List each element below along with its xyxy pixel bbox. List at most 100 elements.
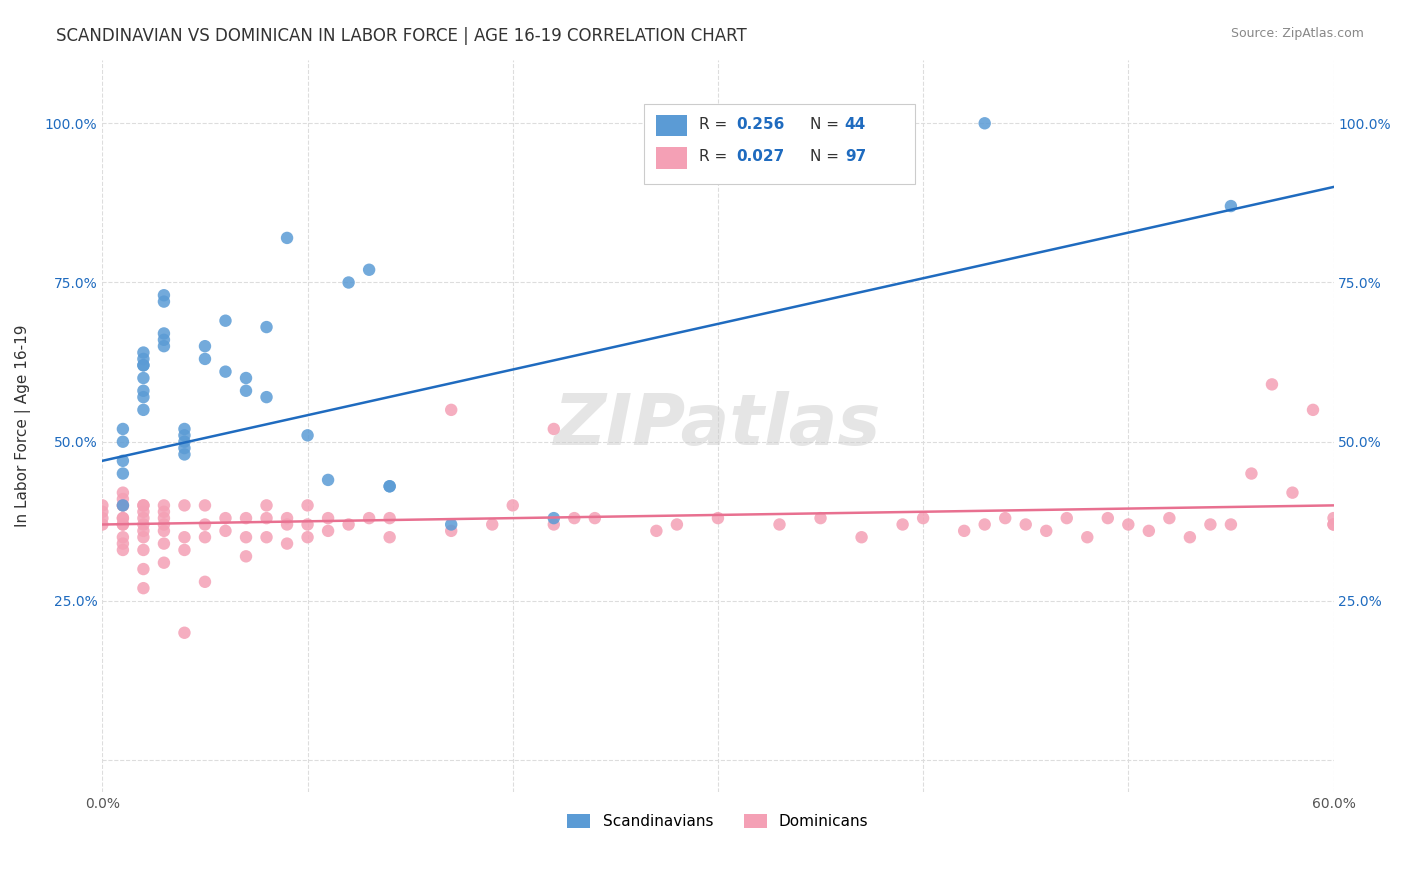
Scandinavians bbox=[153, 288, 176, 302]
Scandinavians bbox=[132, 402, 155, 417]
Dominicans bbox=[1178, 530, 1201, 544]
Scandinavians bbox=[132, 359, 155, 373]
Dominicans bbox=[153, 511, 176, 525]
Scandinavians bbox=[810, 116, 832, 130]
Dominicans bbox=[91, 517, 114, 532]
Dominicans bbox=[194, 517, 217, 532]
Dominicans bbox=[1281, 485, 1303, 500]
Scandinavians bbox=[194, 339, 217, 353]
Scandinavians bbox=[132, 371, 155, 385]
Dominicans bbox=[173, 543, 195, 558]
Dominicans bbox=[173, 625, 195, 640]
Dominicans bbox=[153, 556, 176, 570]
Scandinavians bbox=[337, 276, 360, 290]
Dominicans bbox=[1322, 517, 1344, 532]
Dominicans bbox=[543, 422, 565, 436]
Scandinavians bbox=[153, 294, 176, 309]
Scandinavians bbox=[440, 517, 463, 532]
Scandinavians bbox=[132, 359, 155, 373]
Dominicans bbox=[111, 517, 134, 532]
Dominicans bbox=[132, 543, 155, 558]
Text: 97: 97 bbox=[845, 149, 866, 164]
Scandinavians bbox=[132, 351, 155, 366]
Text: N =: N = bbox=[810, 117, 844, 131]
Dominicans bbox=[440, 402, 463, 417]
Dominicans bbox=[297, 530, 319, 544]
Dominicans bbox=[316, 511, 339, 525]
Scandinavians bbox=[132, 390, 155, 404]
Dominicans bbox=[91, 511, 114, 525]
Dominicans bbox=[194, 499, 217, 513]
Dominicans bbox=[337, 517, 360, 532]
Dominicans bbox=[276, 536, 298, 550]
Scandinavians bbox=[111, 499, 134, 513]
Scandinavians bbox=[194, 351, 217, 366]
Scandinavians bbox=[214, 314, 236, 328]
FancyBboxPatch shape bbox=[657, 147, 688, 169]
Scandinavians bbox=[153, 326, 176, 341]
Dominicans bbox=[1219, 517, 1241, 532]
Dominicans bbox=[111, 511, 134, 525]
Scandinavians bbox=[378, 479, 401, 493]
Text: Source: ZipAtlas.com: Source: ZipAtlas.com bbox=[1230, 27, 1364, 40]
Dominicans bbox=[1015, 517, 1038, 532]
Dominicans bbox=[153, 517, 176, 532]
Dominicans bbox=[1076, 530, 1098, 544]
Dominicans bbox=[132, 524, 155, 538]
Dominicans bbox=[1097, 511, 1119, 525]
Dominicans bbox=[912, 511, 935, 525]
Dominicans bbox=[1056, 511, 1078, 525]
Scandinavians bbox=[111, 422, 134, 436]
Text: SCANDINAVIAN VS DOMINICAN IN LABOR FORCE | AGE 16-19 CORRELATION CHART: SCANDINAVIAN VS DOMINICAN IN LABOR FORCE… bbox=[56, 27, 747, 45]
Dominicans bbox=[1322, 517, 1344, 532]
Dominicans bbox=[153, 536, 176, 550]
Dominicans bbox=[132, 562, 155, 576]
Dominicans bbox=[378, 511, 401, 525]
Dominicans bbox=[502, 499, 524, 513]
Dominicans bbox=[91, 499, 114, 513]
Dominicans bbox=[768, 517, 790, 532]
Text: N =: N = bbox=[810, 149, 844, 164]
Scandinavians bbox=[173, 422, 195, 436]
Dominicans bbox=[953, 524, 976, 538]
Scandinavians bbox=[973, 116, 995, 130]
Scandinavians bbox=[359, 262, 381, 277]
Scandinavians bbox=[543, 511, 565, 525]
Dominicans bbox=[214, 524, 236, 538]
Dominicans bbox=[1118, 517, 1140, 532]
Dominicans bbox=[111, 543, 134, 558]
Dominicans bbox=[256, 499, 278, 513]
Dominicans bbox=[1035, 524, 1057, 538]
Text: 44: 44 bbox=[845, 117, 866, 131]
Scandinavians bbox=[235, 371, 257, 385]
Dominicans bbox=[111, 511, 134, 525]
Dominicans bbox=[173, 530, 195, 544]
Dominicans bbox=[1199, 517, 1222, 532]
Scandinavians bbox=[111, 434, 134, 449]
Dominicans bbox=[132, 505, 155, 519]
Scandinavians bbox=[173, 434, 195, 449]
Dominicans bbox=[256, 511, 278, 525]
Text: ZIPatlas: ZIPatlas bbox=[554, 392, 882, 460]
Text: 0.256: 0.256 bbox=[737, 117, 785, 131]
Scandinavians bbox=[316, 473, 339, 487]
Dominicans bbox=[543, 517, 565, 532]
Dominicans bbox=[891, 517, 914, 532]
Y-axis label: In Labor Force | Age 16-19: In Labor Force | Age 16-19 bbox=[15, 325, 31, 527]
Dominicans bbox=[481, 517, 503, 532]
Scandinavians bbox=[173, 441, 195, 455]
Dominicans bbox=[194, 530, 217, 544]
Dominicans bbox=[256, 530, 278, 544]
Dominicans bbox=[153, 505, 176, 519]
Dominicans bbox=[111, 499, 134, 513]
Scandinavians bbox=[1219, 199, 1241, 213]
Scandinavians bbox=[173, 447, 195, 461]
Dominicans bbox=[316, 524, 339, 538]
Dominicans bbox=[1302, 402, 1324, 417]
Dominicans bbox=[851, 530, 873, 544]
Dominicans bbox=[132, 530, 155, 544]
Dominicans bbox=[153, 499, 176, 513]
Dominicans bbox=[194, 574, 217, 589]
Scandinavians bbox=[111, 454, 134, 468]
Dominicans bbox=[214, 511, 236, 525]
